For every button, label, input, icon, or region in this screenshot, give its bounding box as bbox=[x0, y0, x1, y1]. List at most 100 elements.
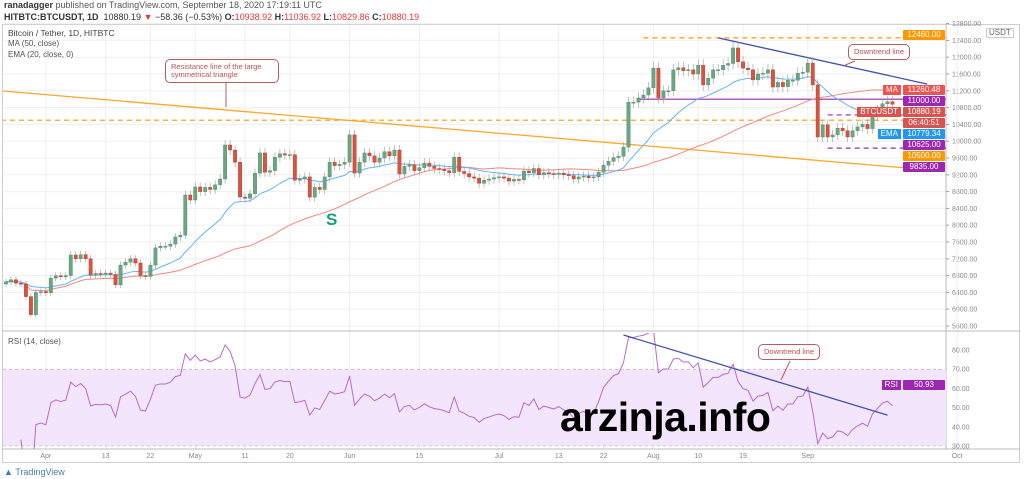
candle bbox=[327, 157, 332, 182]
candle bbox=[507, 173, 511, 186]
candle bbox=[58, 272, 63, 281]
y-tick-label: 11600.00 bbox=[952, 72, 981, 79]
candle-body bbox=[342, 161, 347, 165]
candle bbox=[502, 172, 506, 183]
candle-body bbox=[138, 262, 143, 276]
candle-body bbox=[292, 154, 297, 181]
candle-body bbox=[218, 178, 223, 186]
candle-body bbox=[492, 177, 496, 180]
candle-body bbox=[98, 273, 103, 275]
rsi-band bbox=[3, 369, 946, 446]
candle-body bbox=[307, 176, 312, 198]
legend-rsi: RSI (14, close) bbox=[8, 337, 61, 346]
tag-rsi-name: RSI bbox=[881, 380, 901, 390]
candle bbox=[517, 174, 521, 185]
candle bbox=[800, 66, 805, 80]
candle-body bbox=[422, 162, 427, 168]
candle bbox=[367, 148, 372, 161]
candle bbox=[382, 146, 387, 163]
candle-body bbox=[213, 184, 218, 190]
candle bbox=[457, 152, 462, 177]
candle bbox=[850, 125, 855, 143]
main-plot bbox=[3, 37, 946, 318]
candle-body bbox=[845, 130, 850, 138]
candle-body bbox=[183, 194, 188, 236]
candle bbox=[183, 190, 188, 240]
candle bbox=[302, 172, 307, 184]
candle-body bbox=[63, 275, 68, 278]
candle bbox=[168, 240, 173, 250]
callout-downtrend-rsi[interactable]: Downtrend line bbox=[758, 344, 821, 360]
candle bbox=[248, 189, 252, 203]
candle bbox=[357, 157, 362, 178]
candle-body bbox=[317, 187, 322, 190]
candle-body bbox=[233, 149, 237, 163]
callout-downtrend-price[interactable]: Downtrend line bbox=[848, 44, 911, 60]
y-tick-label: 8400.00 bbox=[952, 206, 977, 213]
candle-body bbox=[731, 47, 735, 64]
x-tick-label: 13 bbox=[102, 453, 110, 460]
candle bbox=[407, 159, 412, 172]
y-tick-label: 6800.00 bbox=[952, 273, 977, 280]
tag-ema: 10779.34 bbox=[903, 129, 945, 139]
candle bbox=[29, 293, 33, 318]
candle-body bbox=[208, 187, 213, 190]
y-tick-label: 12000.00 bbox=[952, 55, 981, 62]
candle-body bbox=[397, 149, 402, 175]
x-tick-label: 19 bbox=[739, 453, 747, 460]
candle bbox=[636, 92, 641, 108]
rsi-tick-label: 40.00 bbox=[952, 424, 970, 431]
tag-10500: 10500.00 bbox=[903, 151, 945, 161]
candle bbox=[317, 182, 322, 194]
candle-body bbox=[337, 164, 342, 166]
high-value: 11036.92 bbox=[284, 12, 322, 22]
x-tick-label: 11 bbox=[241, 453, 248, 460]
candle-body bbox=[711, 69, 716, 79]
candle bbox=[835, 122, 840, 141]
pattern-letter: S bbox=[326, 210, 338, 229]
candle-body bbox=[148, 264, 153, 277]
candle-body bbox=[482, 180, 486, 184]
candle bbox=[701, 59, 706, 91]
rsi-tick-label: 60.00 bbox=[952, 386, 970, 393]
resistance-line bbox=[3, 90, 908, 169]
candle-body bbox=[865, 124, 870, 129]
candle-body bbox=[163, 245, 168, 248]
candle-body bbox=[38, 291, 43, 293]
candle-body bbox=[785, 80, 790, 87]
candle bbox=[158, 242, 163, 252]
candle bbox=[377, 153, 382, 167]
author[interactable]: ranadagger bbox=[4, 0, 54, 10]
candle-body bbox=[522, 170, 526, 181]
candle bbox=[512, 174, 516, 186]
x-tick-label: Sep bbox=[802, 453, 815, 460]
x-tick-label: Jun bbox=[344, 453, 355, 460]
callout-resistance[interactable]: Resistance line of the large symmetrical… bbox=[165, 59, 279, 83]
candle-body bbox=[158, 245, 163, 249]
candle bbox=[477, 173, 481, 188]
candle bbox=[686, 63, 691, 77]
rsi-downtrend-line bbox=[623, 334, 888, 416]
candle-body bbox=[372, 155, 377, 163]
candle-body bbox=[810, 62, 815, 86]
candle-body bbox=[497, 176, 501, 179]
open-label: O: bbox=[224, 12, 235, 22]
candle bbox=[372, 151, 377, 167]
candle bbox=[427, 158, 432, 172]
candle bbox=[726, 57, 731, 72]
tag-symbol-name: BTCUSDT bbox=[857, 107, 901, 117]
candle-body bbox=[771, 69, 775, 88]
candle bbox=[422, 158, 427, 173]
candle bbox=[487, 174, 491, 185]
tradingview-logo[interactable]: ▲ TradingView bbox=[4, 467, 65, 478]
candle bbox=[287, 149, 292, 160]
candle bbox=[591, 172, 596, 183]
tag-ma-name: MA bbox=[883, 85, 901, 95]
candle bbox=[123, 258, 128, 269]
candle-body bbox=[43, 291, 48, 294]
candle-body bbox=[258, 152, 262, 174]
candle bbox=[556, 168, 561, 180]
candle bbox=[48, 274, 53, 297]
tradingview-icon: ▲ bbox=[4, 467, 13, 477]
